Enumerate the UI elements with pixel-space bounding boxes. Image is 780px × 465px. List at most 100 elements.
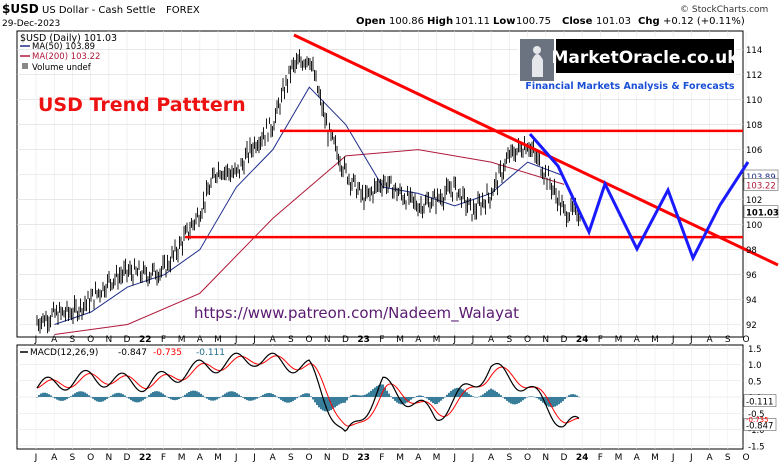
macd-histogram-bar (442, 397, 444, 399)
macd-histogram-bar (44, 392, 46, 397)
macd-histogram-bar (80, 391, 82, 397)
macd-histogram-bar (482, 394, 484, 397)
time-label-lower: M (433, 453, 441, 463)
macd-histogram-bar (148, 394, 150, 397)
macd-histogram-bar (468, 393, 470, 397)
time-label-lower: J (34, 453, 38, 463)
price-tick-label: 98 (746, 246, 757, 256)
macd-histogram-bar (524, 397, 526, 399)
macd-histogram-bar (196, 391, 198, 397)
macd-histogram-bar (560, 397, 562, 403)
macd-histogram-bar (328, 397, 330, 412)
macd-histogram-bar (464, 390, 466, 397)
macd-histogram-bar (338, 397, 340, 405)
macd-histogram-bar (294, 397, 296, 400)
time-label-upper: M (433, 335, 441, 345)
macd-histogram-bar (156, 391, 158, 397)
macd-histogram-bar (310, 396, 312, 397)
macd-histogram-bar (424, 397, 426, 398)
macd-histogram-bar (508, 397, 510, 403)
price-tick-label: 108 (746, 121, 762, 131)
macd-histogram-bar (566, 396, 568, 398)
price-tick-label: 92 (746, 321, 757, 331)
macd-histogram-bar (402, 397, 404, 405)
macd-histogram-bar (268, 392, 270, 397)
macd-histogram-bar (428, 397, 430, 401)
macd-histogram-bar (240, 396, 242, 397)
macd-histogram-bar (578, 396, 580, 398)
macd-histogram-bar (192, 390, 194, 397)
time-label-lower: D (124, 453, 131, 463)
macd-histogram-bar (574, 394, 576, 397)
macd-histogram-bar (78, 391, 80, 397)
legend-ma50: MA(50) 103.89 (32, 42, 95, 52)
price-axis: 11411211010810610410210098969492103.8910… (743, 46, 779, 331)
macd-histogram-bar (474, 396, 476, 398)
macd-histogram-bar (276, 396, 278, 398)
macd-histogram-bar (420, 395, 422, 397)
time-label-lower: M (396, 453, 404, 463)
macd-histogram-bar (262, 394, 264, 397)
macd-histogram-bar (248, 397, 250, 401)
macd-histogram-bar (366, 393, 368, 397)
macd-histogram-bar (224, 393, 226, 397)
price-tick-label: 102 (746, 196, 762, 206)
price-tick-label: 100 (746, 221, 762, 231)
macd-histogram-bar (104, 397, 106, 401)
low-label: Low (493, 16, 515, 27)
low-value: 100.75 (516, 16, 551, 27)
macd-histogram-bar (528, 396, 530, 398)
macd-histogram-bar (556, 397, 558, 406)
macd-histogram-bar (378, 384, 380, 397)
macd-histogram-bar (306, 393, 308, 397)
macd-histogram-bar (558, 397, 560, 405)
macd-histogram-bar (60, 397, 62, 401)
macd-histogram-bar (520, 397, 522, 402)
time-label-lower: D (342, 453, 349, 463)
legend-volume: Volume undef (32, 63, 92, 73)
macd-histogram-bar (246, 397, 248, 401)
time-label-upper: 24 (576, 335, 589, 345)
macd-histogram-bar (102, 397, 104, 402)
time-label-upper: F (598, 335, 603, 345)
macd-histogram-bar (274, 395, 276, 397)
time-label-upper: D (124, 335, 131, 345)
macd-histogram-bar (290, 397, 292, 403)
time-label-upper: M (651, 335, 659, 345)
macd-histogram-bar (180, 397, 182, 398)
macd-histogram-bar (374, 387, 376, 397)
macd-histogram-bar (466, 392, 468, 397)
time-label-lower: M (178, 453, 186, 463)
pattern-title: USD Trend Patttern (38, 94, 246, 116)
macd-signal-tag: -0.735 (746, 416, 769, 424)
macd-histogram-bar (316, 397, 318, 405)
time-label-lower: A (415, 453, 422, 463)
macd-histogram-bar (176, 397, 178, 400)
macd-histogram-bar (226, 392, 228, 397)
time-label-upper: M (396, 335, 404, 345)
time-label-lower: N (324, 453, 331, 463)
macd-histogram-bar (278, 397, 280, 399)
macd-axis: 1.51.00.50.0-0.5-1.0-1.5-0.111-0.847-0.7… (743, 345, 777, 452)
time-label-upper: J (671, 335, 675, 345)
macd-histogram-bar (512, 397, 514, 405)
macd-histogram-bar (288, 397, 290, 403)
time-label-upper: S (288, 335, 294, 345)
macd-hist-tag-box (743, 394, 777, 407)
macd-histogram-bar (70, 396, 72, 397)
macd-histogram-bar (470, 395, 472, 397)
macd-histogram-bar (506, 397, 508, 401)
macd-histogram-bar (270, 393, 272, 397)
macd-histogram-bar (188, 391, 190, 397)
macd-histogram-bar (272, 394, 274, 397)
macd-histogram-bar (570, 394, 572, 397)
macd-histogram-bar (138, 397, 140, 403)
macd-histogram-bar (184, 394, 186, 397)
macd-histogram-bar (526, 397, 528, 398)
macd-histogram-bar (364, 394, 366, 397)
macd-histogram-bar (448, 392, 450, 397)
macd-histogram-bar (440, 397, 442, 401)
macd-histogram-bar (46, 393, 48, 397)
time-label-lower: N (542, 453, 549, 463)
macd-histogram-bar (200, 393, 202, 397)
